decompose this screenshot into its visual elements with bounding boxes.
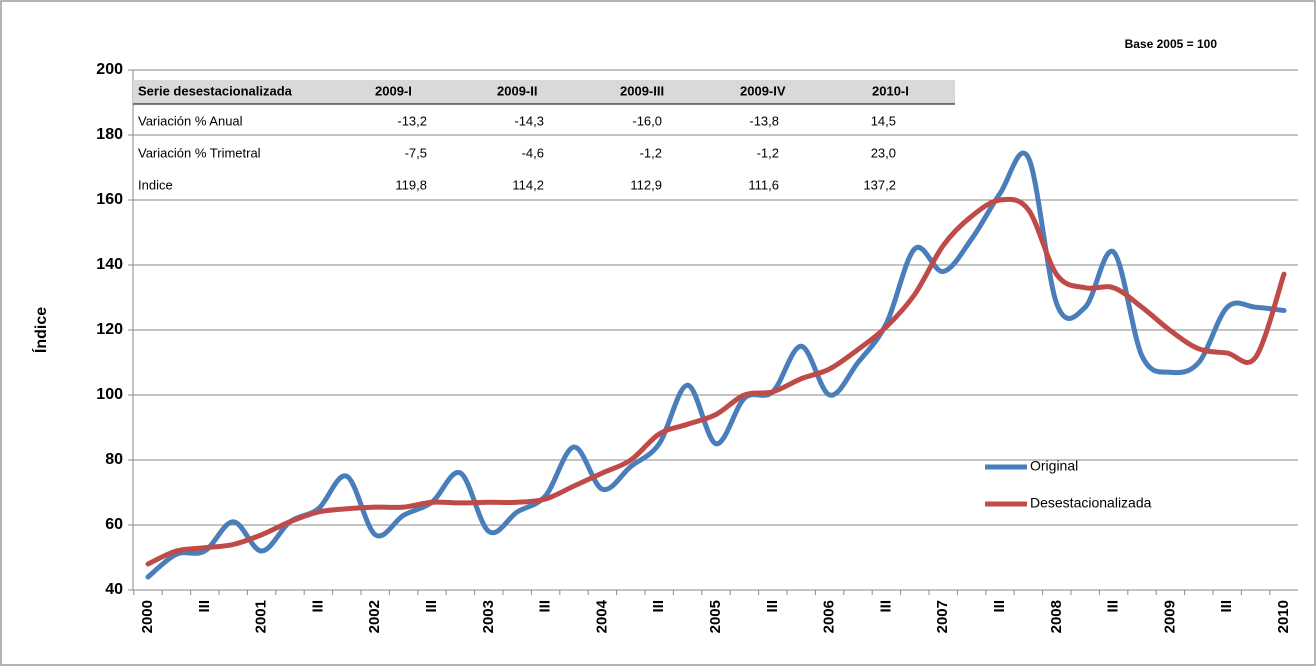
x-tick-label: III [309, 600, 326, 613]
y-tick-label: 200 [96, 61, 123, 78]
table-cell: 137,2 [863, 177, 896, 192]
y-tick-label: 80 [105, 451, 123, 468]
table-cell: 114,2 [512, 177, 544, 192]
table-header-cell: 2009-III [620, 83, 664, 98]
table-header-cell: 2010-I [872, 83, 909, 98]
x-tick-label: III [1105, 600, 1122, 613]
x-tick-label: III [1218, 600, 1235, 613]
table-header-bg [133, 80, 955, 104]
table-cell: Variación % Anual [138, 113, 243, 128]
x-tick-label: 2006 [821, 600, 838, 633]
table-header-cell: Serie desestacionalizada [138, 83, 293, 98]
x-tick-label: 2010 [1275, 600, 1292, 633]
x-tick-label: 2001 [253, 600, 270, 633]
table-cell: -13,2 [397, 113, 427, 128]
legend-label: Desestacionalizada [1030, 495, 1152, 511]
table-cell: -1,2 [757, 145, 779, 160]
series-line [145, 150, 1287, 580]
series-line [145, 196, 1287, 567]
x-tick-label: III [196, 600, 213, 613]
x-tick-label: 2005 [707, 600, 724, 633]
x-tick-label: III [537, 600, 554, 613]
table-cell: -16,0 [632, 113, 662, 128]
x-tick-label: III [423, 600, 440, 613]
y-tick-label: 100 [96, 386, 123, 403]
y-tick-label: 40 [105, 581, 123, 598]
x-tick-label: 2007 [934, 600, 951, 633]
table-cell: Variación % Trimetral [138, 145, 261, 160]
x-tick-label: 2003 [480, 600, 497, 633]
table-cell: -14,3 [514, 113, 544, 128]
table-cell: 23,0 [871, 145, 896, 160]
y-tick-label: 60 [105, 516, 123, 533]
y-tick-label: 120 [96, 321, 123, 338]
y-tick-label: 140 [96, 256, 123, 273]
y-tick-label: 160 [96, 191, 123, 208]
legend-label: Original [1030, 458, 1078, 474]
table-cell: -7,5 [405, 145, 427, 160]
x-tick-label: III [877, 600, 894, 613]
table-header-cell: 2009-IV [740, 83, 786, 98]
table-header-cell: 2009-I [375, 83, 412, 98]
x-tick-label: III [650, 600, 667, 613]
x-tick-label: III [991, 600, 1008, 613]
annotation: Base 2005 = 100 [1125, 37, 1218, 51]
table-cell: 112,9 [630, 177, 662, 192]
x-tick-label: 2002 [366, 600, 383, 633]
table-cell: -13,8 [749, 113, 779, 128]
y-axis-label: Índice [31, 307, 50, 353]
table-cell: 111,6 [748, 177, 779, 192]
table-cell: 14,5 [871, 113, 896, 128]
x-tick-label: 2009 [1161, 600, 1178, 633]
table-cell: Indice [138, 177, 173, 192]
y-tick-label: 180 [96, 126, 123, 143]
x-tick-label: 2008 [1048, 600, 1065, 633]
table-header-cell: 2009-II [497, 83, 537, 98]
table-cell: -1,2 [640, 145, 662, 160]
table-cell: -4,6 [522, 145, 544, 160]
table-cell: 119,8 [395, 177, 427, 192]
summary-table: Serie desestacionalizada 2009-I 2009-II 200… [133, 80, 955, 192]
x-tick-label: III [764, 600, 781, 613]
x-tick-label: 2000 [139, 600, 156, 633]
x-tick-label: 2004 [593, 599, 610, 633]
